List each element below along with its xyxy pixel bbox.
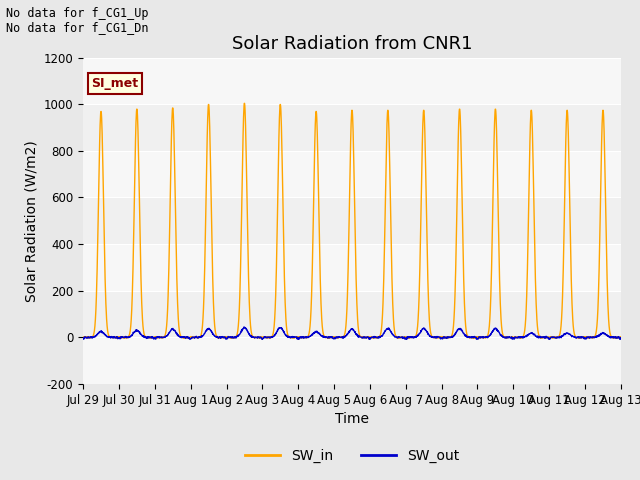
SW_out [241,324,248,330]
SW_in [229,335,237,341]
Text: SI_met: SI_met [92,77,138,90]
SW_out [229,335,237,341]
SW_out [616,336,623,342]
SW_out [79,336,87,342]
SW_out [617,336,625,341]
SW_out [570,334,577,339]
SW_in [617,334,625,340]
Line: SW_in: SW_in [83,103,621,338]
SW_in [585,335,593,341]
SW_in [368,335,376,341]
SW_in [241,100,248,106]
SW_out [380,331,387,336]
Line: SW_out: SW_out [83,327,621,339]
SW_out [368,334,376,340]
SW_in [79,334,87,340]
Text: No data for f_CG1_Up: No data for f_CG1_Up [6,7,149,20]
SW_in [570,328,577,334]
Bar [83,58,621,104]
X-axis label: Time: Time [335,412,369,426]
SW_in [380,293,387,299]
Title: Solar Radiation from CNR1: Solar Radiation from CNR1 [232,35,472,53]
SW_in [509,335,516,340]
Text: No data for f_CG1_Dn: No data for f_CG1_Dn [6,21,149,34]
SW_out [584,335,592,340]
SW_in [440,335,448,341]
Bar [83,337,621,384]
Legend: SW_in, SW_out: SW_in, SW_out [239,443,465,468]
Bar [83,151,621,197]
Y-axis label: Solar Radiation (W/m2): Solar Radiation (W/m2) [24,140,38,301]
SW_out [508,336,516,342]
Bar [83,244,621,291]
